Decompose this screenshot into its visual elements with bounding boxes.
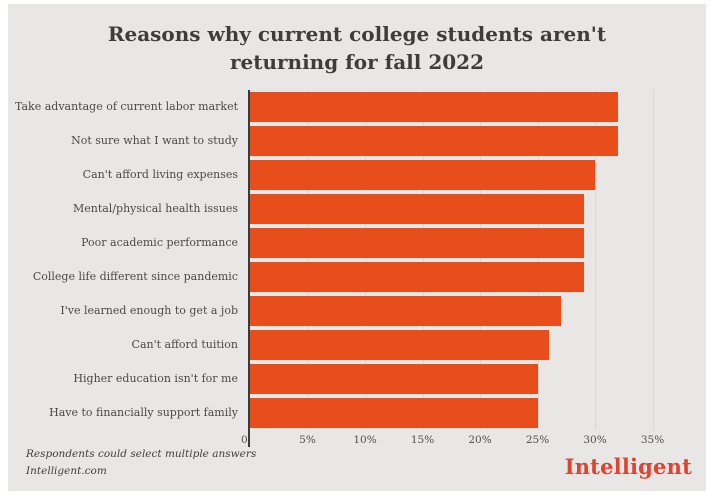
- bar: [250, 296, 561, 326]
- bar-row: Take advantage of current labor market: [8, 90, 706, 124]
- bar-row: Can't afford living expenses: [8, 158, 706, 192]
- bar-track: [250, 92, 706, 122]
- category-label: Can't afford living expenses: [82, 167, 238, 181]
- bar: [250, 160, 595, 190]
- bar-track: [250, 126, 706, 156]
- bar-row: College life different since pandemic: [8, 260, 706, 294]
- bar-track: [250, 160, 706, 190]
- x-tick-label: 0: [240, 434, 248, 446]
- x-tick-label: 25%: [525, 434, 550, 446]
- chart-card: Reasons why current college students are…: [8, 4, 706, 491]
- category-label: Take advantage of current labor market: [15, 99, 238, 113]
- bar-row: Mental/physical health issues: [8, 192, 706, 226]
- bar-row: Not sure what I want to study: [8, 124, 706, 158]
- chart-title: Reasons why current college students are…: [107, 22, 607, 74]
- category-label: Poor academic performance: [81, 235, 238, 249]
- category-label: I've learned enough to get a job: [60, 303, 238, 317]
- bar: [250, 228, 584, 258]
- y-axis-line: [248, 90, 250, 447]
- footnote-method: Respondents could select multiple answer…: [26, 448, 257, 461]
- bar: [250, 92, 618, 122]
- bar: [250, 364, 538, 394]
- bar: [250, 194, 584, 224]
- bar-rows: Take advantage of current labor market N…: [8, 90, 706, 430]
- x-axis-ticks: 0 5% 10% 15% 20% 25% 30% 35%: [241, 434, 706, 450]
- category-label: College life different since pandemic: [32, 269, 238, 283]
- footnotes: Respondents could select multiple answer…: [26, 446, 256, 479]
- bar-track: [250, 228, 706, 258]
- x-tick-label: 30%: [583, 434, 607, 446]
- bar-track: [250, 398, 706, 428]
- bar-row: Can't afford tuition: [8, 328, 706, 362]
- x-tick-label: 20%: [468, 434, 492, 446]
- bar-track: [250, 296, 706, 326]
- bar: [250, 262, 584, 292]
- bar-row: I've learned enough to get a job: [8, 294, 706, 328]
- bar-row: Have to financially support family: [8, 396, 706, 430]
- bar-track: [250, 364, 706, 394]
- category-label: Have to financially support family: [49, 405, 238, 419]
- x-tick-label: 5%: [299, 434, 316, 446]
- bar-chart: Take advantage of current labor market N…: [8, 90, 706, 462]
- bar: [250, 398, 538, 428]
- bar: [250, 126, 618, 156]
- bar-track: [250, 262, 706, 292]
- brand-logo: Intelligent: [564, 454, 692, 479]
- category-label: Not sure what I want to study: [71, 133, 238, 147]
- bar-track: [250, 194, 706, 224]
- category-label: Mental/physical health issues: [72, 201, 238, 215]
- category-label: Higher education isn't for me: [73, 371, 238, 385]
- footnote-source: Intelligent.com: [26, 464, 107, 477]
- x-tick-label: 10%: [353, 434, 377, 446]
- bar-row: Poor academic performance: [8, 226, 706, 260]
- bar: [250, 330, 549, 360]
- bar-row: Higher education isn't for me: [8, 362, 706, 396]
- x-tick-label: 15%: [410, 434, 435, 446]
- x-tick-label: 35%: [640, 434, 665, 446]
- bar-track: [250, 330, 706, 360]
- category-label: Can't afford tuition: [131, 337, 238, 351]
